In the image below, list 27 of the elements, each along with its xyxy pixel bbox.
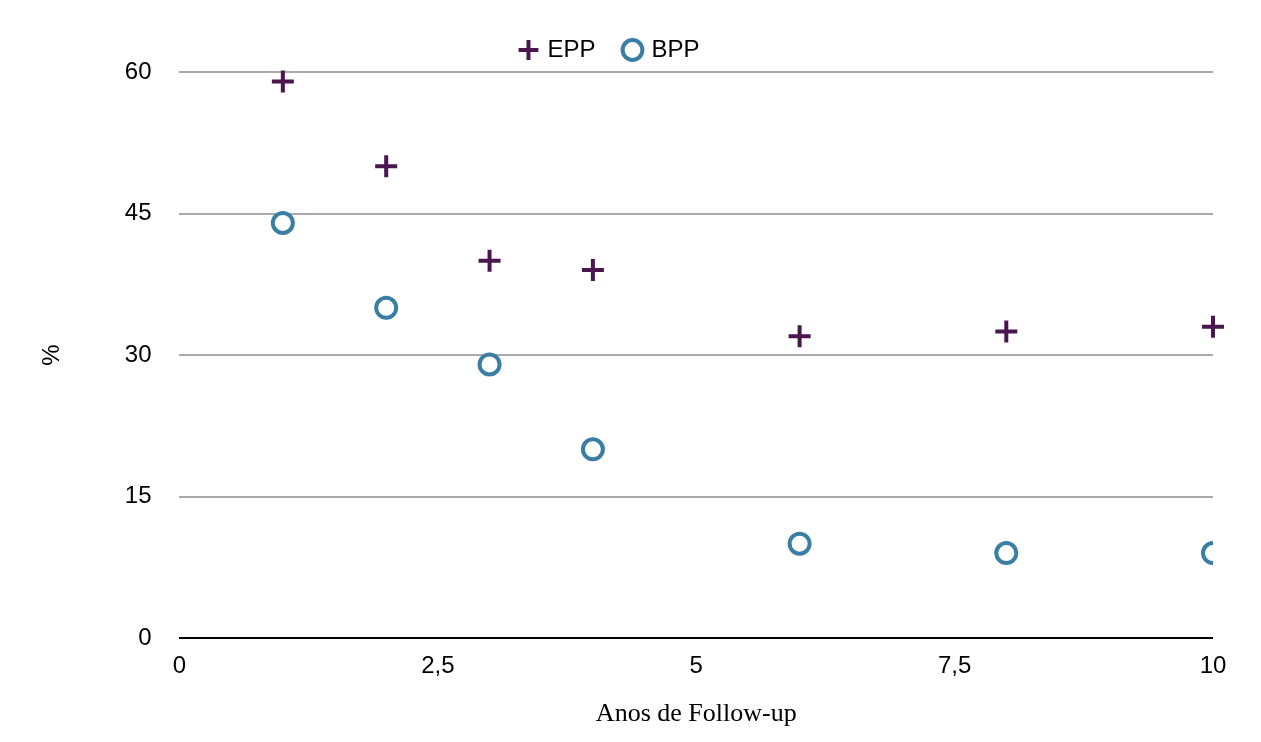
point [477,352,502,377]
point [788,325,811,348]
point [994,541,1019,566]
legend-label: BPP [651,34,700,62]
point [787,531,812,556]
y-axis-title: % [37,344,65,366]
y-tick-label: 60 [124,56,152,84]
x-tick-label: 2,5 [421,651,455,679]
x-axis-title: Anos de Follow-up [595,698,797,728]
point [478,249,501,272]
x-tick-label: 10 [1199,651,1227,679]
point [271,70,294,93]
y-tick-label: 45 [124,198,152,226]
point [995,320,1018,343]
point [1202,315,1224,338]
point [580,437,605,462]
legend-label: EPP [547,34,596,62]
x-tick-label: 0 [172,651,187,679]
y-tick-label: 0 [138,622,152,650]
x-tick-label: 7,5 [937,651,972,679]
y-tick-label: 15 [124,481,152,509]
point [581,259,604,282]
x-tick-label: 5 [689,651,703,679]
y-tick-label: 30 [124,339,152,367]
point [374,295,399,320]
point [375,155,398,178]
point [270,210,295,235]
